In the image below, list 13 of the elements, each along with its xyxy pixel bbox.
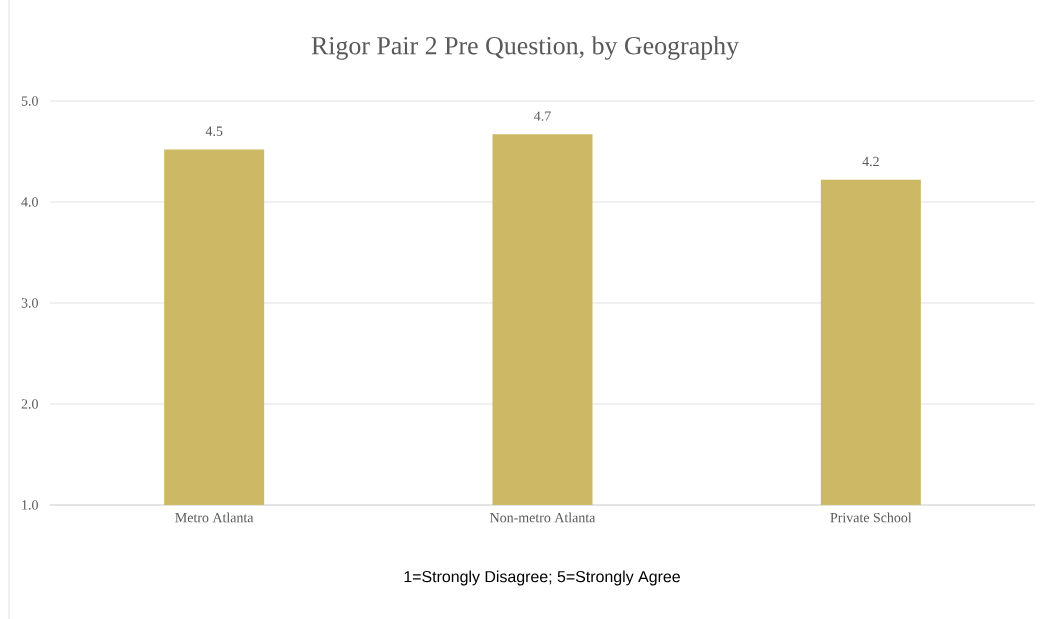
data-label: 4.2 (862, 156, 879, 167)
x-tick-label: Private School (830, 512, 912, 523)
x-tick-label: Metro Atlanta (175, 512, 254, 523)
y-tick-label: 2.0 (21, 399, 38, 409)
data-label: 4.7 (534, 111, 551, 121)
y-tick-label: 5.0 (21, 96, 38, 106)
x-tick-label: Non-metro Atlanta (490, 512, 596, 523)
y-tick-label: 4.0 (21, 197, 38, 207)
chart-title: Rigor Pair 2 Pre Question, by Geography (311, 36, 739, 60)
x-axis-title: 1=Strongly Disagree; 5=Strongly Agree (404, 570, 680, 586)
y-tick-label: 1.0 (22, 500, 38, 510)
y-tick-label: 3.0 (21, 298, 38, 308)
data-label: 4.5 (205, 126, 223, 136)
